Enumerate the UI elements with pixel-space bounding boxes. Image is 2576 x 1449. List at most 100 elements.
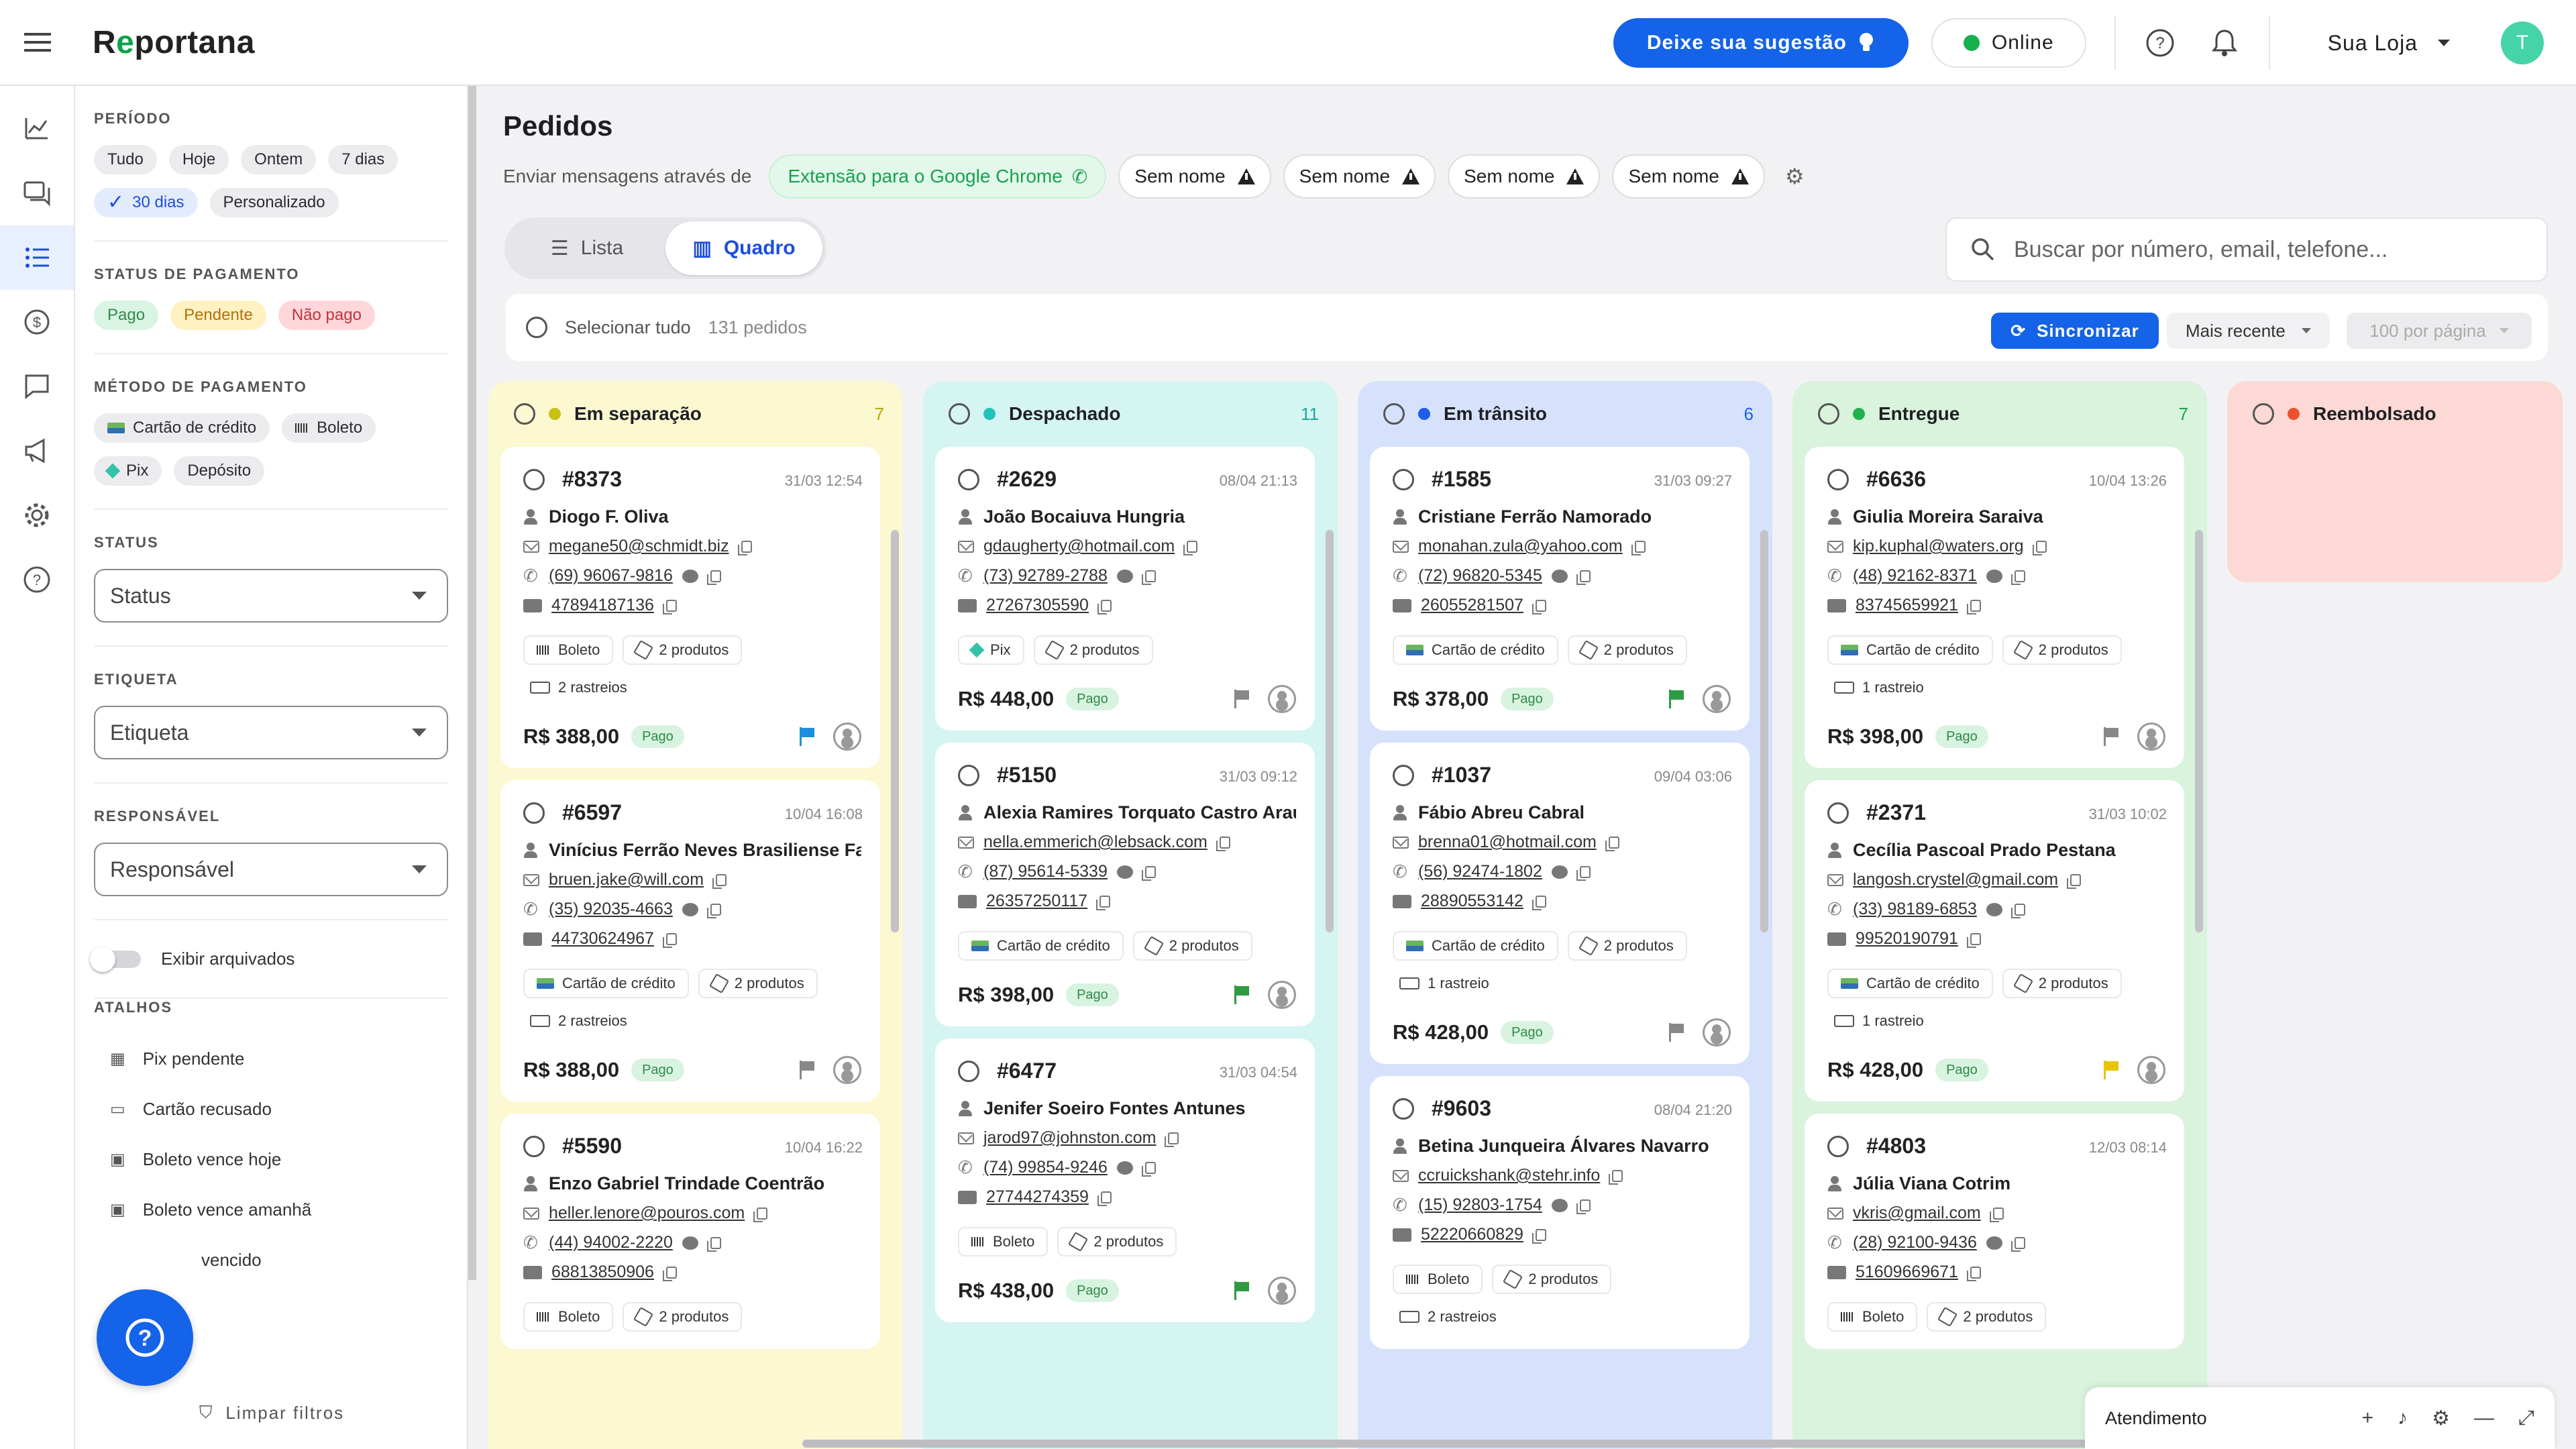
view-list-button[interactable]: ☰ Lista — [508, 221, 665, 275]
products-tag[interactable]: 2 produtos — [698, 969, 818, 998]
archived-toggle[interactable] — [90, 946, 141, 972]
document-link[interactable]: 47894187136 — [551, 596, 654, 614]
email-link[interactable]: gdaugherty@hotmail.com — [983, 537, 1175, 555]
flag-icon[interactable] — [1234, 690, 1249, 708]
copy-icon[interactable] — [2010, 1236, 2025, 1252]
card-select-checkbox[interactable] — [958, 1060, 979, 1082]
tracking-tag[interactable]: 1 rastreio — [1393, 969, 1501, 998]
copy-icon[interactable] — [1165, 1132, 1179, 1147]
document-link[interactable]: 51609669671 — [1856, 1263, 1958, 1281]
products-tag[interactable]: 2 produtos — [1492, 1265, 1612, 1294]
copy-icon[interactable] — [1216, 836, 1230, 851]
expand-icon[interactable]: ⤢ — [2518, 1407, 2534, 1429]
phone-link[interactable]: (74) 99854-9246 — [983, 1158, 1108, 1177]
flag-icon[interactable] — [1669, 1023, 1684, 1042]
period-chip-yesterday[interactable]: Ontem — [241, 145, 317, 174]
copy-icon[interactable] — [2010, 903, 2025, 918]
products-tag[interactable]: 2 produtos — [1567, 931, 1687, 961]
rail-item-recovery[interactable]: $ — [0, 290, 74, 354]
select-all-checkbox[interactable] — [526, 317, 547, 338]
copy-icon[interactable] — [1532, 1228, 1546, 1244]
column-select-checkbox[interactable] — [1818, 403, 1839, 425]
minimize-icon[interactable]: — — [2474, 1407, 2494, 1429]
document-link[interactable]: 28890553142 — [1421, 892, 1523, 910]
flag-icon[interactable] — [1234, 985, 1249, 1004]
copy-icon[interactable] — [706, 1236, 721, 1252]
gear-icon[interactable]: ⚙ — [1784, 164, 1805, 189]
rail-item-conversations[interactable] — [0, 161, 74, 225]
chrome-extension-chip[interactable]: Extensão para o Google Chrome ✆ — [769, 154, 1107, 199]
chat-icon[interactable] — [1551, 569, 1568, 583]
shortcut-boleto-tomorrow[interactable]: ▣ Boleto vence amanhã — [94, 1185, 448, 1235]
payment-chip-pending[interactable]: Pendente — [170, 301, 266, 330]
copy-icon[interactable] — [1532, 895, 1546, 910]
document-link[interactable]: 68813850906 — [551, 1263, 654, 1281]
method-chip-pix[interactable]: Pix — [94, 456, 162, 486]
copy-icon[interactable] — [706, 570, 721, 585]
order-card[interactable]: #2371 31/03 10:02 Cecília Pascoal Prado Pe… — [1805, 780, 2184, 1102]
copy-icon[interactable] — [1966, 1266, 1981, 1281]
assignee-icon[interactable] — [1703, 1018, 1731, 1046]
phone-link[interactable]: (15) 92803-1754 — [1418, 1195, 1542, 1214]
assignee-icon[interactable] — [1268, 1277, 1296, 1305]
copy-icon[interactable] — [2010, 570, 2025, 585]
rail-item-messages[interactable] — [0, 354, 74, 419]
online-status-button[interactable]: Online — [1931, 18, 2086, 68]
order-card[interactable]: #4803 12/03 08:14 Júlia Viana Cotrim vkris@… — [1805, 1114, 2184, 1349]
copy-icon[interactable] — [1576, 865, 1591, 881]
tracking-tag[interactable]: 2 rastreios — [523, 673, 639, 702]
period-chip-all[interactable]: Tudo — [94, 145, 157, 174]
copy-icon[interactable] — [706, 903, 721, 918]
help-icon[interactable]: ? — [2144, 27, 2176, 59]
tracking-tag[interactable]: 1 rastreio — [1827, 1006, 1936, 1036]
status-select[interactable]: Status — [94, 569, 448, 623]
assignee-icon[interactable] — [1268, 981, 1296, 1009]
card-select-checkbox[interactable] — [1827, 468, 1849, 490]
channel-chip-3[interactable]: Sem nome — [1448, 154, 1601, 199]
phone-link[interactable]: (48) 92162-8371 — [1853, 566, 1977, 585]
products-tag[interactable]: 2 produtos — [623, 635, 743, 665]
flag-icon[interactable] — [2104, 727, 2118, 746]
assignee-icon[interactable] — [833, 722, 861, 751]
menu-icon[interactable] — [0, 0, 75, 85]
gear-icon[interactable]: ⚙ — [2432, 1407, 2450, 1430]
card-select-checkbox[interactable] — [1827, 1135, 1849, 1157]
shortcut-boleto-today[interactable]: ▣ Boleto vence hoje — [94, 1134, 448, 1185]
products-tag[interactable]: 2 produtos — [1567, 635, 1687, 665]
products-tag[interactable]: 2 produtos — [1057, 1227, 1177, 1256]
rail-item-orders[interactable] — [0, 225, 74, 290]
card-select-checkbox[interactable] — [958, 764, 979, 786]
copy-icon[interactable] — [1609, 1169, 1623, 1185]
rail-item-campaigns[interactable] — [0, 419, 74, 483]
assignee-icon[interactable] — [2137, 1056, 2165, 1084]
order-card[interactable]: #9603 08/04 21:20 Betina Junqueira Álvares… — [1370, 1076, 1750, 1349]
tracking-tag[interactable]: 2 rastreios — [523, 1006, 639, 1036]
period-chip-today[interactable]: Hoje — [168, 145, 229, 174]
phone-link[interactable]: (69) 96067-9816 — [549, 566, 673, 585]
sync-button[interactable]: ⟳ Sincronizar — [1991, 313, 2159, 349]
card-select-checkbox[interactable] — [958, 468, 979, 490]
chat-icon[interactable] — [1116, 569, 1133, 583]
document-link[interactable]: 44730624967 — [551, 929, 654, 948]
column-select-checkbox[interactable] — [1383, 403, 1405, 425]
copy-icon[interactable] — [1966, 599, 1981, 614]
suggestion-button[interactable]: Deixe sua sugestão — [1613, 18, 1909, 68]
products-tag[interactable]: 2 produtos — [2002, 969, 2122, 998]
document-link[interactable]: 27744274359 — [986, 1187, 1089, 1206]
search-box[interactable]: Buscar por número, email, telefone... — [1945, 217, 2548, 282]
email-link[interactable]: megane50@schmidt.biz — [549, 537, 729, 555]
column-scrollbar[interactable] — [2195, 530, 2203, 932]
copy-icon[interactable] — [1141, 1161, 1156, 1177]
copy-icon[interactable] — [1576, 1199, 1591, 1214]
order-card[interactable]: #5590 10/04 16:22 Enzo Gabriel Trindade Co… — [500, 1114, 880, 1349]
board-horizontal-scrollbar[interactable] — [802, 1440, 2144, 1448]
column-scrollbar[interactable] — [891, 530, 899, 932]
column-select-checkbox[interactable] — [514, 403, 535, 425]
sort-select[interactable]: Mais recente — [2167, 313, 2330, 349]
rail-item-help[interactable]: ? — [0, 547, 74, 612]
chat-icon[interactable] — [682, 902, 698, 916]
document-link[interactable]: 83745659921 — [1856, 596, 1958, 614]
channel-chip-2[interactable]: Sem nome — [1283, 154, 1436, 199]
email-link[interactable]: langosh.crystel@gmail.com — [1853, 870, 2059, 889]
rail-item-settings[interactable] — [0, 483, 74, 547]
